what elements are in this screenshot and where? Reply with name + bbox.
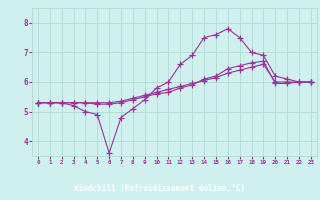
Text: Windchill (Refroidissement éolien,°C): Windchill (Refroidissement éolien,°C): [75, 184, 245, 193]
